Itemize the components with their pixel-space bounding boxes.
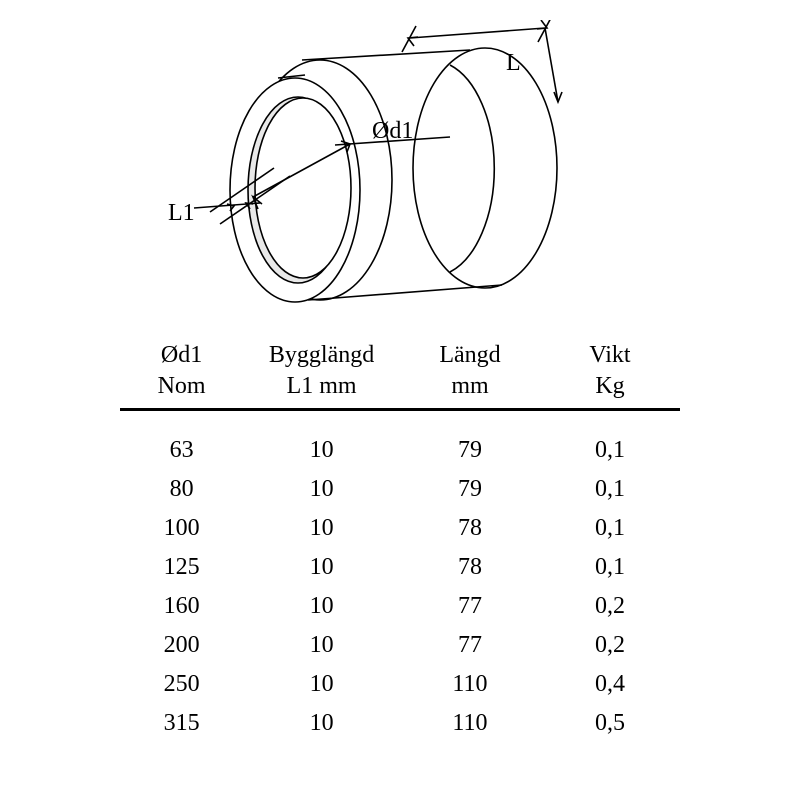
table-cell: 10: [243, 470, 400, 509]
table-row: 10010780,1: [120, 509, 680, 548]
col-subheader: Nom: [120, 371, 243, 410]
table-cell: 10: [243, 587, 400, 626]
col-header: Bygglängd: [243, 340, 400, 371]
table-cell: 0,1: [540, 509, 680, 548]
table-cell: 0,1: [540, 410, 680, 471]
diagram-svg: L Ød1 L1: [150, 20, 650, 320]
spec-table-body: 6310790,18010790,110010780,112510780,116…: [120, 410, 680, 744]
table-cell: 10: [243, 509, 400, 548]
technical-diagram: L Ød1 L1: [150, 20, 650, 320]
table-cell: 79: [400, 410, 540, 471]
table-cell: 79: [400, 470, 540, 509]
table-cell: 77: [400, 626, 540, 665]
spec-table-head: Ød1 Bygglängd Längd Vikt Nom L1 mm mm Kg: [120, 340, 680, 410]
table-cell: 10: [243, 626, 400, 665]
table-cell: 0,2: [540, 626, 680, 665]
spec-table: Ød1 Bygglängd Längd Vikt Nom L1 mm mm Kg…: [120, 340, 680, 743]
table-cell: 78: [400, 548, 540, 587]
col-subheader: Kg: [540, 371, 680, 410]
dim-label-L1: L1: [168, 200, 195, 226]
col-header: Ød1: [120, 340, 243, 371]
col-header: Längd: [400, 340, 540, 371]
table-row: 16010770,2: [120, 587, 680, 626]
table-row: 12510780,1: [120, 548, 680, 587]
table-row: 315101100,5: [120, 704, 680, 743]
header-row-2: Nom L1 mm mm Kg: [120, 371, 680, 410]
table-cell: 125: [120, 548, 243, 587]
table-row: 20010770,2: [120, 626, 680, 665]
col-subheader: L1 mm: [243, 371, 400, 410]
table-row: 8010790,1: [120, 470, 680, 509]
table-cell: 0,5: [540, 704, 680, 743]
col-header: Vikt: [540, 340, 680, 371]
table-cell: 10: [243, 548, 400, 587]
table-cell: 110: [400, 704, 540, 743]
table-cell: 80: [120, 470, 243, 509]
table-cell: 10: [243, 704, 400, 743]
table-cell: 200: [120, 626, 243, 665]
table-cell: 100: [120, 509, 243, 548]
page: L Ød1 L1 Ød1 Bygglängd Längd Vikt Nom L1…: [0, 0, 800, 800]
table-cell: 160: [120, 587, 243, 626]
table-cell: 63: [120, 410, 243, 471]
table-cell: 78: [400, 509, 540, 548]
table-cell: 10: [243, 665, 400, 704]
table-cell: 0,4: [540, 665, 680, 704]
header-row-1: Ød1 Bygglängd Längd Vikt: [120, 340, 680, 371]
table-cell: 250: [120, 665, 243, 704]
col-subheader: mm: [400, 371, 540, 410]
dim-label-d1: Ød1: [372, 118, 413, 144]
table-cell: 315: [120, 704, 243, 743]
table-row: 6310790,1: [120, 410, 680, 471]
table-cell: 0,1: [540, 548, 680, 587]
spec-table-wrap: Ød1 Bygglängd Längd Vikt Nom L1 mm mm Kg…: [120, 340, 680, 743]
table-cell: 0,1: [540, 470, 680, 509]
table-cell: 0,2: [540, 587, 680, 626]
table-cell: 77: [400, 587, 540, 626]
table-cell: 10: [243, 410, 400, 471]
table-cell: 110: [400, 665, 540, 704]
table-row: 250101100,4: [120, 665, 680, 704]
dim-label-L: L: [506, 50, 521, 76]
